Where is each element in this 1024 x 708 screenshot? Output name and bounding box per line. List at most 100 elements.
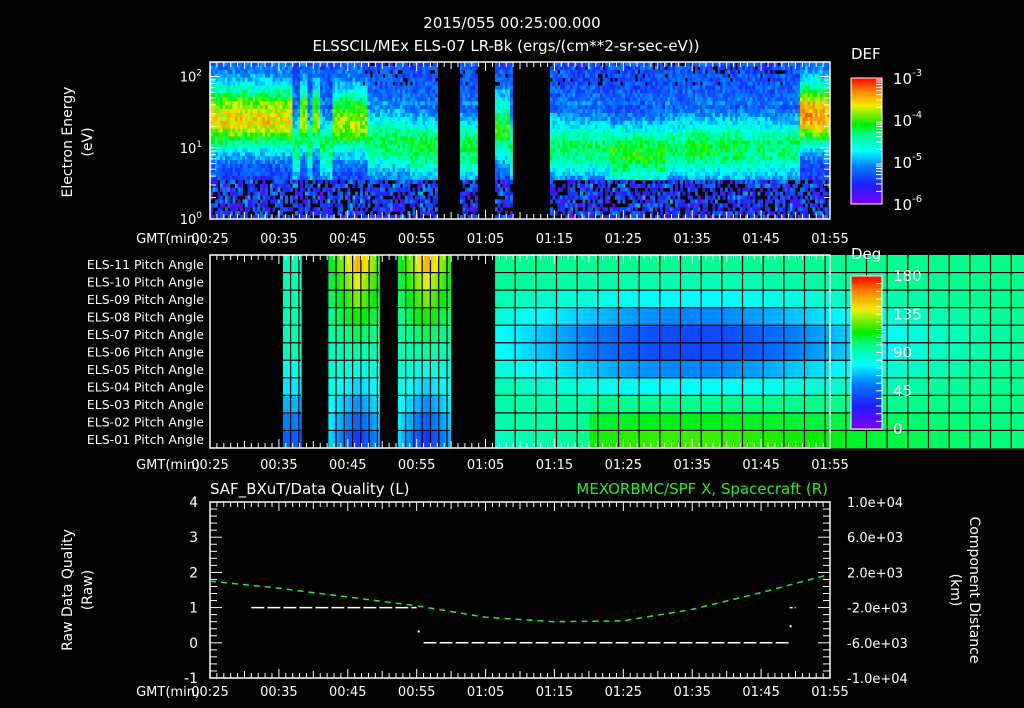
x-tick-label: 01:25: [605, 232, 642, 247]
pitch-angle-panel: ELS-11 Pitch Angle ELS-10 Pitch Angle ELS-…: [87, 245, 1024, 473]
x-tick-label: 00:35: [260, 232, 297, 247]
pitch-angle-x-ticks: [209, 255, 831, 448]
colorbar-tick-label: 0: [893, 420, 903, 438]
pitch-angle-row-label: ELS-09 Pitch Angle: [87, 292, 204, 307]
pitch-angle-row-labels: ELS-11 Pitch Angle ELS-10 Pitch Angle ELS-…: [87, 257, 204, 447]
right-y-tick-label: -1.0e+04: [847, 672, 908, 687]
def-colorbar-title: DEF: [851, 45, 881, 63]
x-tick-label: 01:55: [811, 232, 848, 247]
pitch-angle-row-label: ELS-11 Pitch Angle: [87, 257, 204, 272]
x-tick-label: 01:45: [742, 458, 779, 473]
def-colorbar-ticks: 10-3 10-4 10-5 10-6: [876, 68, 922, 214]
left-y-ticks: 4 3 2 1 0 -1: [184, 495, 222, 687]
x-tick-label: 01:15: [536, 685, 573, 700]
x-tick-label: 01:35: [673, 685, 710, 700]
right-y-tick-label: 2.0e+03: [847, 566, 903, 581]
pitch-angle-row-label: ELS-06 Pitch Angle: [87, 345, 204, 360]
spacecraft-x-line: [209, 573, 831, 623]
left-y-tick-label: -1: [184, 671, 198, 687]
pitch-angle-row-label: ELS-08 Pitch Angle: [87, 309, 204, 324]
right-ylabel-units: (km): [947, 574, 963, 607]
colorbar-tick-label: 135: [893, 305, 922, 323]
x-axis-label: GMT(min): [136, 685, 200, 700]
y-tick-label: 100: [180, 211, 203, 228]
colorbar-tick-label: 10-5: [893, 152, 922, 172]
x-tick-label: 01:45: [742, 232, 779, 247]
x-tick-label: 00:35: [260, 685, 297, 700]
right-ylabel: Component Distance: [966, 517, 982, 664]
x-tick-label: 01:25: [605, 685, 642, 700]
pitch-angle-row-label: ELS-02 Pitch Angle: [87, 415, 204, 430]
x-tick-label: 00:25: [191, 458, 228, 473]
pitch-angle-row-label: ELS-05 Pitch Angle: [87, 362, 204, 377]
spectrogram-heatmap: [210, 62, 831, 220]
x-tick-label: 00:25: [191, 232, 228, 247]
colorbar-tick-label: 180: [893, 267, 922, 285]
x-axis-label: GMT(min): [136, 458, 200, 473]
right-y-ticks: 1.0e+04 6.0e+03 2.0e+03 -2.0e+03 -6.0e+03 -1.…: [818, 496, 908, 687]
y-tick-label: 102: [180, 69, 202, 86]
left-y-tick-label: 1: [189, 601, 198, 617]
x-tick-label: 01:35: [673, 232, 710, 247]
x-axis-label: GMT(min): [136, 232, 200, 247]
x-tick-label: 00:35: [260, 458, 297, 473]
pitch-angle-x-labels: GMT(min)00:25 00:35 00:45 00:55 01:05 01:15 01…: [136, 458, 849, 473]
pitch-angle-row-label: ELS-03 Pitch Angle: [87, 397, 204, 412]
left-ylabel: Raw Data Quality: [60, 529, 76, 651]
x-tick-label: 00:55: [398, 232, 435, 247]
left-series-title: SAF_BXuT/Data Quality (L): [210, 480, 410, 499]
left-ylabel-units: (Raw): [80, 570, 96, 610]
right-y-tick-label: -2.0e+03: [847, 602, 908, 617]
deg-colorbar-title: Deg: [851, 245, 881, 263]
x-tick-label: 00:45: [329, 685, 366, 700]
def-colorbar: [850, 77, 883, 205]
pitch-angle-row-label: ELS-07 Pitch Angle: [87, 327, 204, 342]
spectrogram-title: ELSSCIL/MEx ELS-07 LR-Bk (ergs/(cm**2-sr…: [312, 37, 699, 55]
pitch-angle-row-label: ELS-04 Pitch Angle: [87, 380, 204, 395]
data-quality-x-labels: GMT(min)00:25 00:35 00:45 00:55 01:05 01:15 01…: [136, 685, 849, 700]
x-tick-label: 00:55: [398, 685, 435, 700]
spectrogram-y-ticks: 100 101 102: [180, 69, 830, 228]
colorbar-tick-label: 45: [893, 382, 912, 400]
pitch-angle-row-label: ELS-01 Pitch Angle: [87, 432, 204, 447]
x-tick-label: 00:45: [329, 458, 366, 473]
x-tick-label: 01:45: [742, 685, 779, 700]
left-y-tick-label: 4: [189, 495, 198, 511]
right-y-tick-label: -6.0e+03: [847, 637, 908, 652]
x-tick-label: 00:55: [398, 458, 435, 473]
right-y-tick-label: 6.0e+03: [847, 531, 903, 546]
x-tick-label: 01:55: [811, 685, 848, 700]
x-tick-label: 01:25: [605, 458, 642, 473]
pitch-angle-row-label: ELS-10 Pitch Angle: [87, 274, 204, 289]
data-quality-lines: [209, 573, 831, 644]
colorbar-tick-label: 10-3: [893, 68, 922, 88]
data-quality-x-ticks: [209, 502, 831, 678]
x-tick-label: 01:05: [467, 458, 504, 473]
x-tick-label: 00:45: [329, 232, 366, 247]
data-quality-panel: SAF_BXuT/Data Quality (L) MEXORBMC/SPF X…: [60, 480, 982, 700]
x-tick-label: 01:35: [673, 458, 710, 473]
right-y-tick-label: 1.0e+04: [847, 496, 903, 511]
x-tick-label: 01:15: [536, 458, 573, 473]
colorbar-tick-label: 90: [893, 344, 912, 362]
x-tick-label: 01:05: [467, 685, 504, 700]
x-tick-label: 01:05: [467, 232, 504, 247]
datetime-title: 2015/055 00:25:00.000: [423, 14, 600, 32]
spectrogram-ylabel: Electron Energy: [60, 87, 76, 198]
colorbar-tick-label: 10-6: [893, 194, 922, 214]
left-y-tick-label: 0: [189, 636, 198, 652]
x-tick-label: 01:55: [811, 458, 848, 473]
spectrogram-x-labels: GMT(min)00:25 00:35 00:45 00:55 01:05 01:15 01…: [136, 232, 849, 247]
x-tick-label: 00:25: [191, 685, 228, 700]
spectrogram-ylabel-units: (eV): [80, 127, 96, 156]
left-y-tick-label: 2: [189, 565, 198, 581]
right-series-title: MEXORBMC/SPF X, Spacecraft (R): [576, 480, 828, 498]
deg-colorbar-ticks: 180 135 90 45 0: [876, 267, 922, 438]
left-y-tick-label: 3: [189, 530, 198, 546]
spectrogram-x-ticks: [209, 62, 831, 219]
colorbar-tick-label: 10-4: [893, 110, 922, 130]
x-tick-label: 01:15: [536, 232, 573, 247]
data-quality-frame: [209, 501, 831, 679]
y-tick-label: 101: [180, 140, 202, 157]
